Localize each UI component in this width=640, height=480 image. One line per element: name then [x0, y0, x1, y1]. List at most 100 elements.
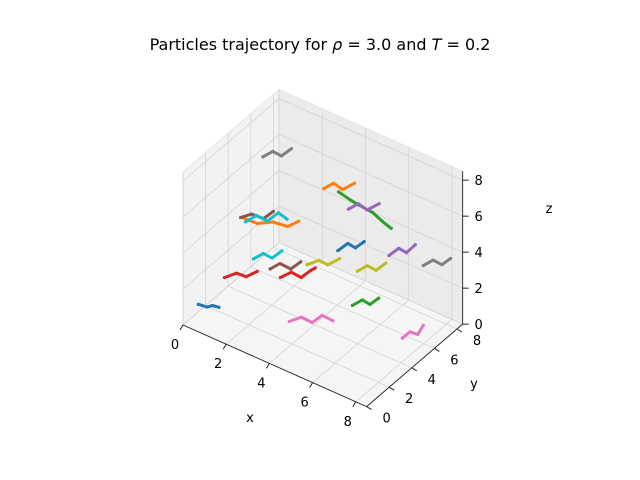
trajectory-point	[285, 217, 289, 221]
trajectory-point	[234, 271, 239, 275]
trajectory-series	[196, 147, 453, 340]
x-tick-mark	[222, 343, 227, 350]
trajectory-point	[222, 276, 227, 280]
x-tick-label: 0	[171, 338, 179, 353]
trajectory-point	[421, 263, 425, 268]
trajectory-point	[320, 313, 324, 317]
trajectory-point	[413, 243, 417, 247]
trajectory-line	[261, 147, 293, 159]
trajectory-point	[279, 154, 284, 158]
trajectory-point	[377, 296, 381, 300]
trajectory-point	[271, 209, 275, 213]
x-axis-line	[182, 324, 367, 408]
trajectory-point	[210, 303, 215, 308]
trajectory-point	[360, 298, 364, 302]
trajectory-point	[384, 261, 388, 265]
y-tick-label: 0	[382, 412, 390, 427]
x-tick-mark	[179, 324, 184, 331]
y-tick-mark	[434, 347, 440, 352]
trajectory-point	[440, 263, 444, 267]
trajectory-point	[355, 269, 360, 273]
trajectory-point	[278, 275, 282, 280]
trajectory-point	[404, 251, 409, 255]
x-tick-label: 4	[257, 376, 265, 391]
trajectory-point	[205, 305, 209, 309]
trajectory-line	[196, 302, 221, 309]
trajectory-point	[251, 257, 256, 261]
trajectory-point	[313, 266, 317, 270]
trajectory-point	[400, 336, 404, 340]
trajectory-line	[421, 256, 453, 268]
trajectory-point	[309, 268, 313, 272]
trajectory-point	[449, 256, 453, 261]
grid-line	[278, 206, 463, 289]
chart-title: Particles trajectory for ρ = 3.0 and T =…	[150, 35, 491, 54]
trajectory-point	[374, 268, 378, 272]
grid-line	[278, 242, 463, 325]
y-tick-label: 4	[428, 373, 436, 388]
grid-line	[355, 319, 453, 403]
trajectory-point	[299, 315, 303, 319]
trajectory-line	[350, 296, 381, 307]
trajectory-point	[243, 220, 248, 224]
trajectory-point	[289, 147, 294, 151]
x-tick-mark	[352, 401, 357, 408]
trajectory-point	[380, 219, 384, 223]
trajectory-point	[350, 303, 354, 307]
trajectory-point	[255, 269, 259, 274]
axes-grid	[182, 89, 463, 407]
trajectory-point	[278, 261, 282, 266]
trajectory-point	[348, 198, 353, 202]
axes-panes	[182, 88, 464, 408]
trajectory-point	[365, 208, 369, 212]
z-tick-label: 8	[475, 174, 483, 189]
trajectory-point	[326, 263, 330, 267]
trajectory-point	[353, 246, 358, 250]
trajectory-point	[377, 202, 381, 206]
trajectory-point	[254, 213, 259, 218]
trajectory-point	[249, 212, 254, 216]
grid-line	[228, 285, 412, 369]
x-tick-mark	[265, 363, 270, 369]
grid-line	[182, 170, 280, 254]
trajectory-point	[255, 221, 259, 226]
trajectory-line	[305, 257, 342, 267]
grid-line	[250, 266, 435, 349]
trajectory-line	[356, 261, 388, 273]
trajectory-point	[299, 275, 303, 280]
trajectory-point	[408, 330, 412, 334]
trajectory-point	[331, 319, 335, 323]
y-tick-mark	[411, 367, 418, 372]
trajectory-point	[265, 219, 269, 223]
trajectory-point	[421, 323, 425, 327]
trajectory-point	[276, 211, 280, 215]
trajectory-point	[238, 215, 243, 220]
grid-line	[278, 134, 463, 217]
trajectory-point	[261, 251, 265, 256]
y-tick-mark	[456, 328, 463, 333]
trajectory-point	[297, 219, 301, 223]
grid-line	[312, 299, 409, 383]
z-tick-label: 0	[475, 318, 483, 333]
y-tick-label: 6	[450, 353, 458, 368]
trajectory-point	[389, 226, 393, 230]
trajectory-point	[346, 241, 350, 246]
trajectory-point	[340, 187, 345, 192]
trajectory-point	[280, 249, 284, 253]
x-tick-label: 8	[344, 415, 352, 430]
trajectory-line	[322, 181, 356, 192]
trajectory-line	[222, 269, 259, 280]
grid-line	[205, 305, 390, 388]
grid-line	[182, 98, 280, 182]
trajectory-point	[286, 224, 290, 229]
trajectory-point	[268, 267, 272, 271]
axis-lines	[182, 171, 464, 408]
trajectory-line	[387, 243, 417, 257]
trajectory-point	[352, 181, 357, 185]
grid-line	[182, 242, 280, 326]
z-tick-label: 4	[475, 246, 483, 261]
x-axis-label: x	[246, 411, 254, 426]
trajectory-point	[362, 239, 366, 244]
trajectory-point	[368, 302, 372, 306]
